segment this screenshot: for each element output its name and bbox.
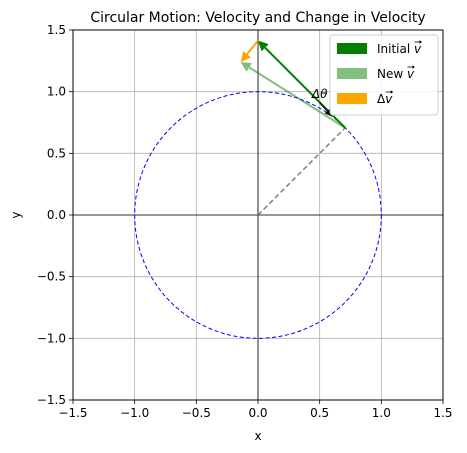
y-tick-label: 0.5 bbox=[47, 146, 66, 160]
vector-arrow-mark-head bbox=[412, 65, 415, 69]
x-tick-label: −1.5 bbox=[58, 406, 87, 420]
legend-swatch bbox=[337, 43, 367, 54]
delta-theta-arrow-shaft bbox=[319, 102, 328, 112]
delta-theta-annotation: Δθ bbox=[311, 87, 328, 101]
trajectory-circle bbox=[134, 91, 382, 339]
y-tick-label: 1.5 bbox=[47, 23, 66, 37]
y-tick-label: 1.0 bbox=[47, 85, 66, 99]
x-tick-label: 0.0 bbox=[248, 406, 267, 420]
x-tick-label: 1.5 bbox=[433, 406, 452, 420]
new-velocity-arrow-shaft bbox=[248, 66, 346, 129]
y-ticks: −1.5 −1.0 −0.5 0.0 0.5 1.0 1.5 bbox=[37, 23, 73, 407]
delta-v-arrow-shaft bbox=[246, 39, 259, 55]
x-ticks: −1.5 −1.0 −0.5 0.0 0.5 1.0 1.5 bbox=[58, 400, 453, 420]
legend: Initial v New v Δv bbox=[329, 34, 439, 116]
vector-arrow-mark-head bbox=[390, 90, 394, 94]
x-tick-label: 1.0 bbox=[372, 406, 391, 420]
x-tick-label: −0.5 bbox=[182, 406, 211, 420]
y-tick-label: −0.5 bbox=[37, 270, 66, 284]
new-velocity-arrow bbox=[240, 62, 346, 129]
legend-label: Δv bbox=[377, 92, 393, 106]
x-axis-label: x bbox=[254, 429, 261, 443]
legend-swatch bbox=[337, 68, 367, 79]
y-tick-label: −1.5 bbox=[37, 393, 66, 407]
delta-v-arrow-head bbox=[240, 51, 251, 63]
y-axis-label: y bbox=[9, 211, 23, 218]
radius-line bbox=[257, 127, 346, 216]
delta-v-arrow bbox=[240, 39, 259, 63]
y-tick-label: 0.0 bbox=[47, 208, 66, 222]
initial-velocity-arrow-head bbox=[258, 40, 269, 52]
x-tick-label: 0.5 bbox=[310, 406, 329, 420]
legend-label: New v bbox=[377, 67, 415, 81]
y-tick-label: −1.0 bbox=[37, 331, 66, 345]
vector-arrow-mark-head bbox=[419, 40, 423, 44]
new-velocity-arrow-head bbox=[240, 62, 252, 72]
chart-title: Circular Motion: Velocity and Change in … bbox=[90, 10, 425, 26]
x-tick-label: −1.0 bbox=[120, 406, 149, 420]
legend-swatch bbox=[337, 93, 367, 104]
legend-label: Initial v bbox=[377, 42, 422, 56]
